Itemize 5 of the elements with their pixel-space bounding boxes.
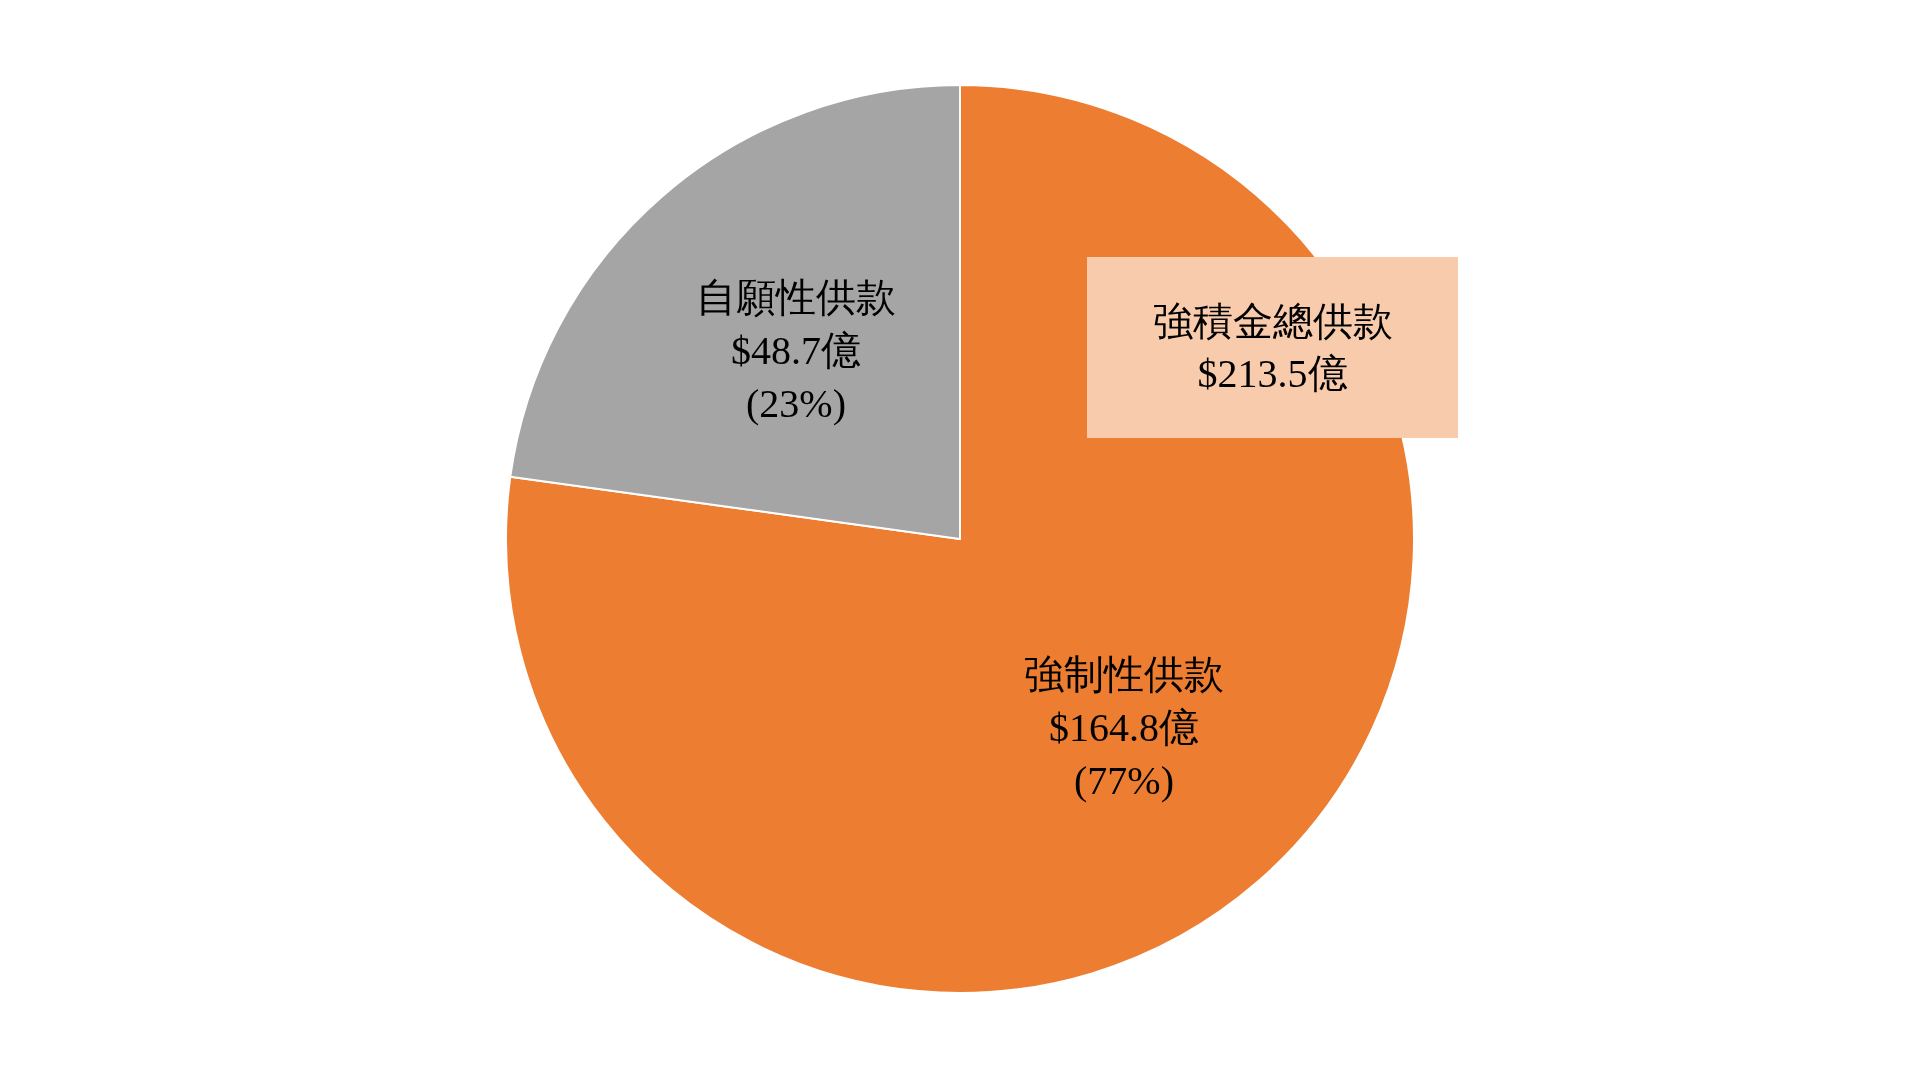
data-label: $164.8億 (77%) xyxy=(1049,704,1200,803)
data-label: $48.7億 (23%) xyxy=(730,328,861,427)
slice-label: 強制性供款 xyxy=(1024,651,1225,697)
slice-label: 自願性供款 xyxy=(695,275,896,321)
annotation: 強積金總供款 $213.5億 xyxy=(1087,257,1458,438)
